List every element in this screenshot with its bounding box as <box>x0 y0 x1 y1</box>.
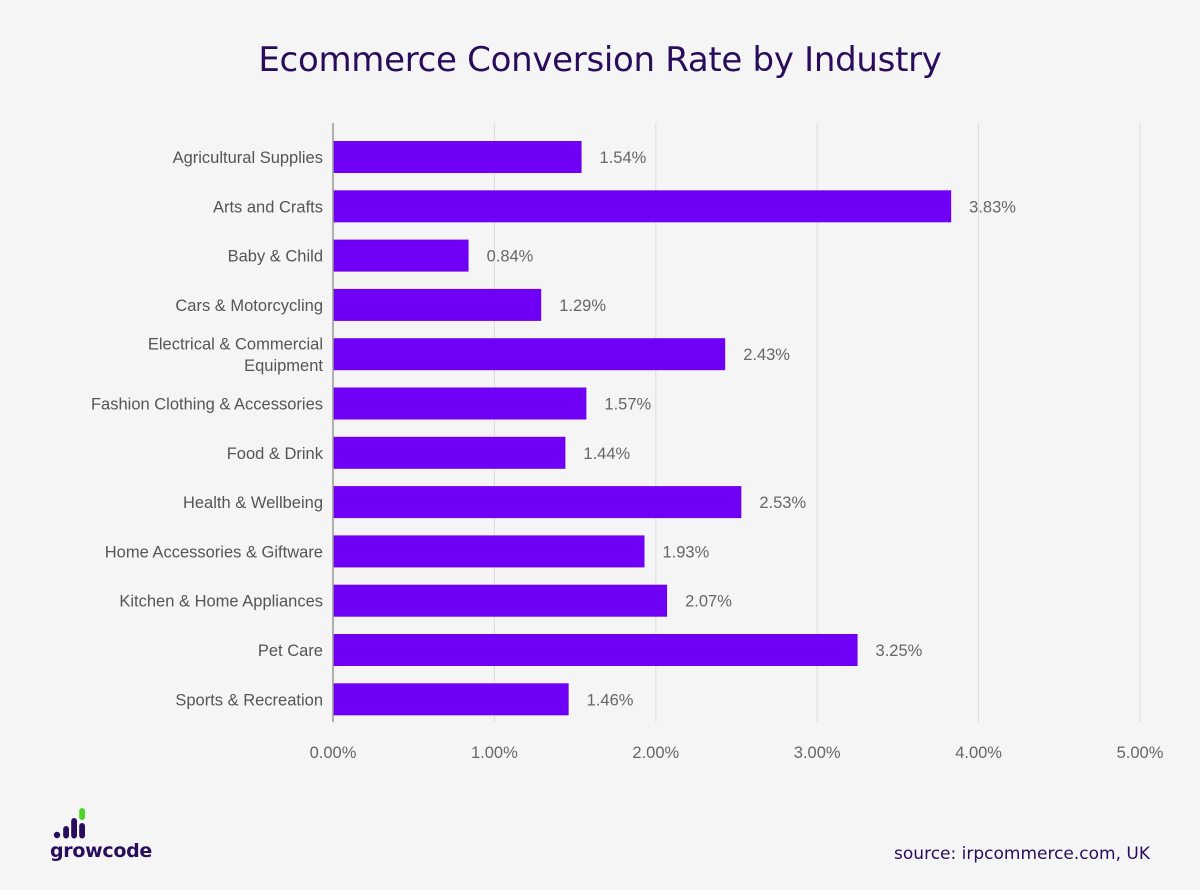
x-tick-labels: 0.00% 1.00% 2.00% 3.00% 4.00% 5.00% <box>310 744 1164 762</box>
bar <box>333 584 668 617</box>
bar-value-label: 2.53% <box>759 494 806 512</box>
bar-value-label: 3.25% <box>876 642 923 660</box>
category-label: Health & Wellbeing <box>183 494 323 512</box>
data-labels: 1.54% 3.83% 0.84% 1.29% 2.43% 1.57% 1.44% 2.53%… <box>487 149 1017 709</box>
bar-value-label: 2.43% <box>743 346 790 364</box>
category-label: Sports & Recreation <box>175 691 323 709</box>
bar <box>333 239 469 272</box>
bar <box>333 486 742 519</box>
category-label: Cars & Motorcycling <box>175 297 323 315</box>
category-label: Kitchen & Home Appliances <box>119 593 323 611</box>
category-label-line: Equipment <box>244 357 323 375</box>
source-note: source: irpcommerce.com, UK <box>894 844 1150 864</box>
bar-value-label: 2.07% <box>685 593 732 611</box>
growcode-logo: growcode <box>50 806 160 866</box>
category-label: Electrical & Commercial Equipment <box>148 335 324 375</box>
bar-value-label: 3.83% <box>969 198 1016 216</box>
x-tick-label: 2.00% <box>632 744 679 762</box>
category-label: Arts and Crafts <box>213 198 323 216</box>
category-label-line: Electrical & Commercial <box>148 335 323 353</box>
bar-value-label: 0.84% <box>487 248 534 266</box>
logo-wordmark: growcode <box>50 840 152 862</box>
bar <box>333 535 645 568</box>
category-label: Agricultural Supplies <box>173 149 323 167</box>
category-label: Baby & Child <box>228 248 323 266</box>
category-label: Home Accessories & Giftware <box>105 543 323 561</box>
bar-value-label: 1.44% <box>583 445 630 463</box>
gridlines <box>493 123 1141 722</box>
bar-value-label: 1.54% <box>600 149 647 167</box>
category-label: Pet Care <box>258 642 323 660</box>
category-labels: Agricultural Supplies Arts and Crafts Baby… <box>91 149 324 709</box>
bar <box>333 436 566 469</box>
category-label: Food & Drink <box>227 445 324 463</box>
bar <box>333 141 582 173</box>
x-tick-label: 5.00% <box>1117 744 1164 762</box>
bar-value-label: 1.57% <box>604 396 651 414</box>
bar-value-label: 1.93% <box>663 543 710 561</box>
category-label: Fashion Clothing & Accessories <box>91 396 323 414</box>
bar <box>333 387 587 420</box>
x-tick-label: 0.00% <box>310 744 357 762</box>
bar-value-label: 1.29% <box>559 297 606 315</box>
x-tick-label: 1.00% <box>471 744 518 762</box>
bar-value-label: 1.46% <box>587 691 634 709</box>
chart-title: Ecommerce Conversion Rate by Industry <box>258 40 942 80</box>
bars <box>333 141 952 716</box>
bar <box>333 288 542 321</box>
bar <box>333 683 569 716</box>
bar <box>333 338 726 371</box>
growcode-logo-mark <box>53 808 85 839</box>
bar-chart: Agricultural Supplies Arts and Crafts Baby… <box>91 123 1164 762</box>
x-tick-label: 4.00% <box>955 744 1002 762</box>
x-tick-label: 3.00% <box>794 744 841 762</box>
bar <box>333 634 858 666</box>
bar <box>333 190 952 223</box>
